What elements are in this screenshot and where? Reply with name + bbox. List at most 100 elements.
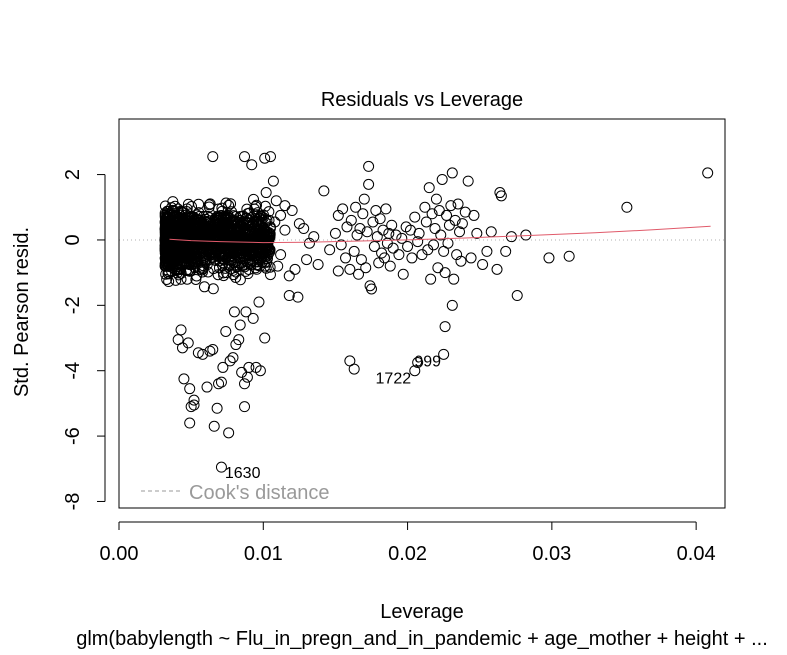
- data-point: [183, 264, 195, 276]
- data-point: [159, 233, 171, 245]
- data-point: [239, 401, 251, 413]
- data-point: [195, 255, 207, 267]
- data-point: [267, 175, 279, 187]
- data-point: [251, 209, 263, 221]
- data-point: [269, 216, 281, 228]
- data-point: [471, 227, 483, 239]
- data-point: [175, 324, 187, 336]
- data-point: [199, 215, 211, 227]
- data-point: [260, 187, 272, 199]
- data-point: [247, 216, 259, 228]
- data-point: [445, 200, 457, 212]
- data-point: [491, 263, 503, 275]
- y-tick-label: -2: [62, 296, 84, 314]
- data-point: [181, 244, 193, 256]
- point-label: 999: [414, 353, 441, 370]
- data-point: [477, 258, 489, 270]
- data-point: [286, 205, 298, 217]
- smooth-line: [169, 225, 711, 244]
- data-point: [207, 343, 219, 355]
- y-axis: -8 -6 -4 -2 0 2: [62, 169, 106, 511]
- data-point: [256, 210, 268, 222]
- data-point: [185, 401, 197, 413]
- data-point: [312, 258, 324, 270]
- data-point: [210, 245, 222, 257]
- data-point: [406, 252, 418, 264]
- data-point: [270, 195, 282, 207]
- data-point: [298, 223, 310, 235]
- x-tick-label: 0.03: [532, 543, 571, 565]
- data-point: [234, 251, 246, 263]
- data-point: [423, 182, 435, 194]
- data-point: [201, 381, 213, 393]
- data-point: [621, 201, 633, 213]
- data-point: [702, 167, 714, 179]
- data-point: [439, 267, 451, 279]
- data-point: [243, 242, 255, 254]
- data-point: [189, 255, 201, 267]
- data-point: [335, 239, 347, 251]
- data-point: [413, 227, 425, 239]
- data-point: [260, 262, 272, 274]
- data-point: [468, 209, 480, 221]
- point-label: 1630: [225, 465, 261, 482]
- data-point: [223, 199, 235, 211]
- data-point: [436, 173, 448, 185]
- data-point: [263, 246, 275, 258]
- data-point: [435, 229, 447, 241]
- data-point: [248, 203, 260, 215]
- data-point: [426, 208, 438, 220]
- data-point: [344, 263, 356, 275]
- data-point: [206, 225, 218, 237]
- data-point: [227, 352, 239, 364]
- data-point: [301, 254, 313, 266]
- y-tick-label: -4: [62, 362, 84, 380]
- data-point: [425, 273, 437, 285]
- data-point: [161, 273, 173, 285]
- data-point: [485, 226, 497, 238]
- data-point: [171, 264, 183, 276]
- data-point: [224, 355, 236, 367]
- data-point: [383, 227, 395, 239]
- data-point: [176, 207, 188, 219]
- data-point: [419, 201, 431, 213]
- data-point: [420, 216, 432, 228]
- data-point: [446, 167, 458, 179]
- data-point: [259, 332, 271, 344]
- data-point: [337, 203, 349, 215]
- data-point: [207, 151, 219, 163]
- data-point: [259, 152, 271, 164]
- data-point: [324, 244, 336, 256]
- data-point: [184, 383, 196, 395]
- data-point: [363, 160, 375, 172]
- data-point: [500, 245, 512, 257]
- y-tick-label: -8: [62, 493, 84, 511]
- data-point: [160, 268, 172, 280]
- data-point: [218, 226, 230, 238]
- data-point: [358, 193, 370, 205]
- data-point: [366, 283, 377, 295]
- data-point: [225, 250, 237, 262]
- data-point: [184, 252, 196, 264]
- data-point: [430, 193, 442, 205]
- data-point: [188, 394, 200, 406]
- data-point: [563, 250, 575, 262]
- point-label: 1722: [376, 371, 412, 388]
- data-point: [261, 230, 273, 242]
- data-point: [318, 185, 330, 197]
- data-point: [429, 223, 441, 235]
- data-point: [241, 239, 253, 251]
- data-point: [184, 417, 196, 429]
- data-point: [216, 202, 228, 214]
- data-point: [182, 337, 194, 349]
- data-point: [412, 357, 424, 369]
- data-point: [283, 270, 295, 282]
- data-point: [167, 245, 179, 257]
- data-point: [363, 178, 375, 190]
- data-point: [367, 216, 379, 228]
- data-point: [247, 312, 259, 324]
- data-point: [283, 290, 295, 302]
- data-point: [228, 306, 240, 318]
